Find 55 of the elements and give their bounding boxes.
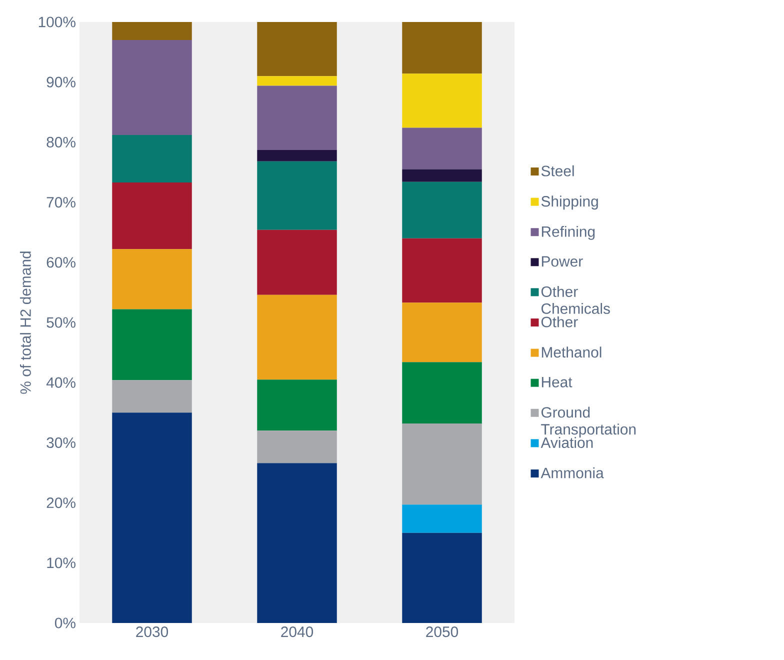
bar [257,161,337,230]
y-tick-label: 100% [38,16,76,28]
y-tick-label: 80% [46,136,76,148]
bar [112,309,192,380]
y-tick-label: 40% [46,377,76,388]
bar [402,302,482,362]
legend-label: Other [541,316,578,328]
x-tick-label: 2030 [136,626,168,638]
y-tick-label: 20% [46,497,76,508]
bar [112,380,192,413]
bar [112,40,192,135]
bar [257,22,337,76]
bar [402,128,482,170]
bar [257,294,337,380]
bar [402,169,482,182]
y-tick-label: 60% [46,257,76,268]
x-tick-label: 2050 [426,626,458,638]
legend-label: Ground Transportation [541,406,636,438]
legend-label: Steel [541,165,574,176]
bar [112,22,192,40]
bar [112,412,192,623]
bar [402,74,482,128]
x-tick-label: 2040 [281,626,314,638]
legend-label: Power [542,256,583,267]
legend-label: Other Chemicals [541,286,610,314]
y-tick-label: 50% [46,317,76,328]
y-tick-label: 70% [46,196,76,208]
legend-label: Heat [542,376,572,388]
bar [112,182,192,250]
y-tick-label: 30% [46,437,76,448]
y-tick-label: 90% [46,76,76,88]
legend-label: Refining [542,226,595,240]
bar [402,532,482,623]
y-tick-label: 10% [47,558,76,568]
bar [257,76,337,86]
bar [257,380,337,431]
bar [257,86,337,150]
legend-label: Aviation [540,437,593,448]
y-axis-title: % of total H2 demand [20,252,31,394]
bar [257,230,337,295]
bar [257,430,337,464]
bar [257,150,337,162]
bar [257,463,337,623]
legend-label: Ammonia [540,467,604,478]
bar [402,238,482,303]
bar [402,22,482,74]
bar [402,182,482,238]
legend-label: Shipping [541,196,598,210]
bar [112,249,192,310]
legend-label: Methanol [542,346,602,358]
bar [402,362,482,424]
bar [402,504,482,533]
y-tick-label: 0% [54,618,76,628]
bar [402,423,482,505]
bar [112,134,192,182]
